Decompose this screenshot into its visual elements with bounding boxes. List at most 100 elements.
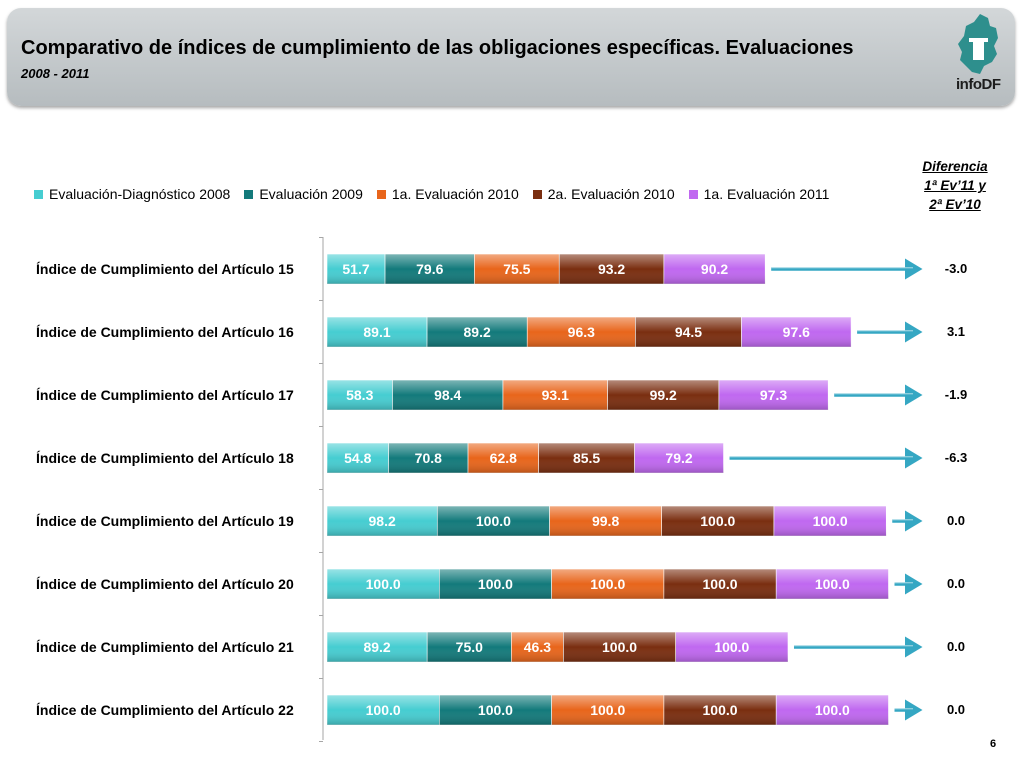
legend-item-1a-2011: 1a. Evaluación 2011 [688, 186, 830, 202]
difference-value: -1.9 [945, 387, 967, 402]
data-label: 100.0 [476, 513, 511, 529]
bar-segment-shine [327, 317, 428, 347]
category-label: Índice de Cumplimiento del Artículo 21 [36, 639, 294, 655]
data-label: 89.1 [363, 324, 390, 340]
bar-segment-shine [474, 254, 560, 284]
data-label: 100.0 [478, 576, 513, 592]
bar-segment-shine [439, 695, 552, 725]
bar-segment-shine [663, 695, 777, 725]
data-label: 100.0 [366, 702, 401, 718]
category-label: Índice de Cumplimiento del Artículo 18 [36, 450, 294, 466]
legend-swatch-2a-2010 [532, 189, 542, 199]
bar-segment-shine [327, 254, 386, 284]
bar-segment-shine [502, 380, 608, 410]
legend-item-1a-2010: 1a. Evaluación 2010 [376, 186, 519, 202]
bar-segment-shine [439, 569, 552, 599]
data-label: 70.8 [415, 450, 442, 466]
legend-label-1a-2011: 1a. Evaluación 2011 [703, 186, 830, 202]
bar-segment-shine [661, 506, 774, 536]
legend-swatch-2009 [244, 189, 254, 199]
data-label: 98.4 [434, 387, 461, 403]
data-label: 100.0 [714, 639, 749, 655]
data-label: 90.2 [701, 261, 728, 277]
difference-header-line2: 1ª Ev’11 y [924, 178, 986, 193]
difference-header: Diferencia 1ª Ev’11 y 2ª Ev’10 [914, 157, 996, 214]
legend-swatch-1a-2010 [376, 189, 386, 199]
data-label: 100.0 [703, 702, 738, 718]
bar-segment-shine [511, 632, 564, 662]
data-label: 100.0 [700, 513, 735, 529]
difference-header-line1: Diferencia [922, 159, 988, 174]
data-label: 96.3 [568, 324, 595, 340]
page-number: 6 [990, 738, 997, 750]
bar-segment-shine [675, 632, 788, 662]
bar-segment-shine [427, 317, 528, 347]
bar-segment-shine [385, 254, 475, 284]
bar-segment-shine [327, 695, 440, 725]
data-label: 97.3 [760, 387, 787, 403]
logo-icon [958, 14, 998, 74]
logo-text: infoDF [956, 76, 1001, 93]
difference-value: 0.0 [947, 576, 965, 591]
bar-segment-shine [773, 506, 887, 536]
bar-segment-shine [741, 317, 852, 347]
difference-value: -6.3 [945, 450, 967, 465]
legend-item-2008: Evaluación-Diagnóstico 2008 [34, 186, 230, 202]
difference-value: 0.0 [947, 702, 965, 717]
bar-segment-shine [327, 569, 440, 599]
bar-segment-shine [559, 254, 664, 284]
slide-title: Comparativo de índices de cumplimiento d… [21, 37, 854, 59]
bar-segment-shine [551, 569, 664, 599]
difference-value: 3.1 [947, 324, 965, 339]
legend-label-2008: Evaluación-Diagnóstico 2008 [49, 186, 231, 202]
legend-item-2a-2010: 2a. Evaluación 2010 [532, 186, 675, 202]
data-label: 75.0 [456, 639, 483, 655]
bar-segment-shine [327, 380, 393, 410]
data-label: 79.2 [665, 450, 692, 466]
legend-label-2009: Evaluación 2009 [259, 186, 363, 202]
bar-segment-shine [327, 632, 428, 662]
data-label: 99.8 [592, 513, 619, 529]
data-label: 93.1 [542, 387, 569, 403]
data-label: 85.5 [573, 450, 600, 466]
slide-subtitle: 2008 - 2011 [21, 66, 90, 81]
data-label: 54.8 [344, 450, 371, 466]
data-label: 89.2 [464, 324, 491, 340]
category-label: Índice de Cumplimiento del Artículo 16 [36, 324, 294, 340]
data-label: 99.2 [650, 387, 677, 403]
bar-segment-shine [427, 632, 512, 662]
category-label: Índice de Cumplimiento del Artículo 19 [36, 513, 294, 529]
category-label: Índice de Cumplimiento del Artículo 17 [36, 387, 294, 403]
bar-segment-shine [538, 443, 635, 473]
data-label: 62.8 [490, 450, 517, 466]
bar-segment-shine [549, 506, 662, 536]
data-label: 93.2 [598, 261, 625, 277]
category-label: Índice de Cumplimiento del Artículo 20 [36, 576, 294, 592]
data-label: 100.0 [703, 576, 738, 592]
bar-segment-shine [607, 380, 719, 410]
bar-segment-shine [563, 632, 676, 662]
bar-segment-shine [437, 506, 550, 536]
data-label: 75.5 [503, 261, 530, 277]
category-label: Índice de Cumplimiento del Artículo 15 [36, 261, 294, 277]
difference-value: 0.0 [947, 639, 965, 654]
legend-swatch-2008 [34, 189, 43, 199]
category-label: Índice de Cumplimiento del Artículo 22 [36, 702, 294, 718]
data-label: 100.0 [366, 576, 401, 592]
data-label: 100.0 [590, 576, 625, 592]
title-banner: Comparativo de índices de cumplimiento d… [7, 8, 1015, 106]
bar-segment-shine [327, 506, 438, 536]
difference-value: -3.0 [945, 261, 967, 276]
legend-label-2a-2010: 2a. Evaluación 2010 [547, 186, 675, 202]
bar-segment-shine [635, 317, 742, 347]
bar-segment-shine [663, 254, 766, 284]
data-label: 46.3 [524, 639, 551, 655]
bar-segment-shine [663, 569, 777, 599]
bar-segment-shine [327, 443, 389, 473]
data-label: 79.6 [416, 261, 443, 277]
legend-swatch-1a-2011 [688, 189, 698, 199]
bar-segment-shine [776, 569, 889, 599]
data-label: 100.0 [590, 702, 625, 718]
bar-segment-shine [388, 443, 469, 473]
data-label: 51.7 [342, 261, 369, 277]
